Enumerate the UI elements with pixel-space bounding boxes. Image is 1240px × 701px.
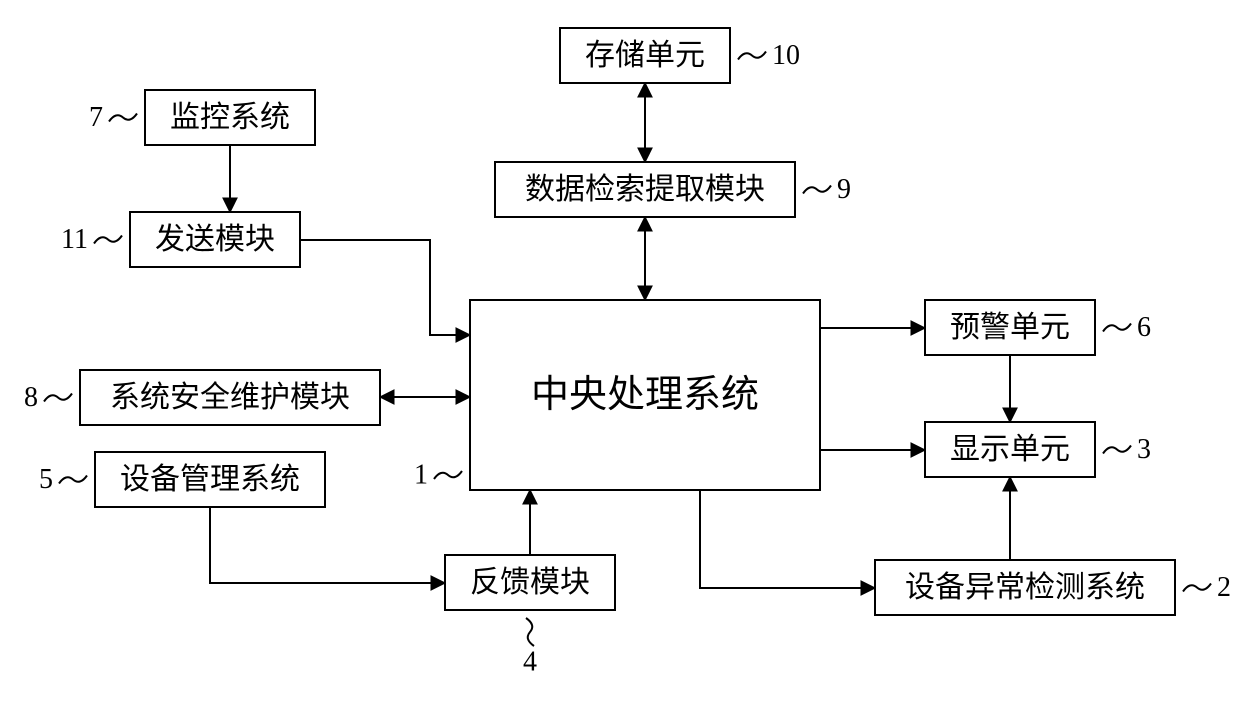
node-n1: 中央处理系统 (470, 300, 820, 490)
ref-number-n2: 2 (1217, 572, 1231, 603)
node-n11: 发送模块 (130, 212, 300, 267)
edge-n11-n1 (300, 240, 470, 335)
ref-number-n11: 11 (61, 224, 88, 255)
ref-number-n8: 8 (24, 382, 38, 413)
ref-number-n9: 9 (837, 174, 851, 205)
node-label-n1: 中央处理系统 (531, 374, 759, 416)
node-n7: 监控系统 (145, 90, 315, 145)
ref-tilde-n5 (59, 476, 87, 484)
node-label-n7: 监控系统 (170, 101, 290, 134)
ref-tilde-n3 (1103, 446, 1131, 454)
node-n10: 存储单元 (560, 28, 730, 83)
node-label-n4: 反馈模块 (470, 566, 590, 599)
edge-n5-n4 (210, 507, 445, 583)
ref-tilde-n11 (94, 236, 122, 244)
diagram-canvas: 中央处理系统设备异常检测系统 显示单元反馈模块 设备管理系统 预警单元 监控系统系统安全… (0, 0, 1240, 701)
ref-tilde-n10 (738, 52, 766, 60)
node-n9: 数据检索提取模块 (495, 162, 795, 217)
node-label-n11: 发送模块 (155, 223, 275, 256)
node-label-n6: 预警单元 (950, 311, 1070, 344)
ref-tilde-n6 (1103, 324, 1131, 332)
ref-number-n3: 3 (1137, 434, 1151, 465)
node-n6: 预警单元 (925, 300, 1095, 355)
ref-number-n7: 7 (89, 102, 103, 133)
node-label-n9: 数据检索提取模块 (525, 173, 765, 206)
ref-tilde-n8 (44, 394, 72, 402)
ref-tilde-n4 (526, 618, 534, 646)
node-label-n10: 存储单元 (585, 39, 705, 72)
ref-tilde-n9 (803, 186, 831, 194)
node-label-n8: 系统安全维护模块 (110, 381, 350, 414)
ref-tilde-n7 (109, 114, 137, 122)
node-n5: 设备管理系统 (95, 452, 325, 507)
node-n2: 设备异常检测系统 (875, 560, 1175, 615)
ref-number-n4: 4 (523, 647, 537, 678)
node-label-n3: 显示单元 (950, 433, 1070, 466)
node-label-n5: 设备管理系统 (120, 463, 300, 496)
ref-number-n5: 5 (39, 464, 53, 495)
edge-n1-n2 (700, 490, 875, 588)
ref-tilde-n2 (1183, 584, 1211, 592)
node-label-n2: 设备异常检测系统 (905, 571, 1145, 604)
node-n4: 反馈模块 (445, 555, 615, 610)
node-n8: 系统安全维护模块 (80, 370, 380, 425)
node-n3: 显示单元 (925, 422, 1095, 477)
ref-tilde-n1 (434, 471, 462, 479)
ref-number-n1: 1 (414, 460, 428, 491)
ref-number-n6: 6 (1137, 312, 1151, 343)
ref-number-n10: 10 (772, 40, 800, 71)
